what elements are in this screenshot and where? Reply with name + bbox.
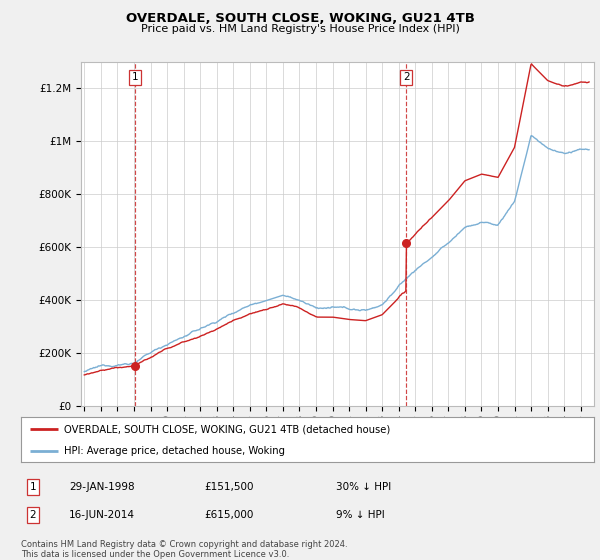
- Text: 30% ↓ HPI: 30% ↓ HPI: [336, 482, 391, 492]
- Text: 1: 1: [132, 72, 139, 82]
- Text: £615,000: £615,000: [204, 510, 253, 520]
- Text: Contains HM Land Registry data © Crown copyright and database right 2024.
This d: Contains HM Land Registry data © Crown c…: [21, 540, 347, 559]
- Text: OVERDALE, SOUTH CLOSE, WOKING, GU21 4TB: OVERDALE, SOUTH CLOSE, WOKING, GU21 4TB: [125, 12, 475, 25]
- Text: £151,500: £151,500: [204, 482, 254, 492]
- Text: 2: 2: [403, 72, 410, 82]
- Text: Price paid vs. HM Land Registry's House Price Index (HPI): Price paid vs. HM Land Registry's House …: [140, 24, 460, 34]
- Text: HPI: Average price, detached house, Woking: HPI: Average price, detached house, Woki…: [64, 446, 285, 456]
- Text: 1: 1: [29, 482, 37, 492]
- Text: 2: 2: [29, 510, 37, 520]
- Text: OVERDALE, SOUTH CLOSE, WOKING, GU21 4TB (detached house): OVERDALE, SOUTH CLOSE, WOKING, GU21 4TB …: [64, 424, 390, 435]
- Text: 9% ↓ HPI: 9% ↓ HPI: [336, 510, 385, 520]
- Text: 29-JAN-1998: 29-JAN-1998: [69, 482, 134, 492]
- Text: 16-JUN-2014: 16-JUN-2014: [69, 510, 135, 520]
